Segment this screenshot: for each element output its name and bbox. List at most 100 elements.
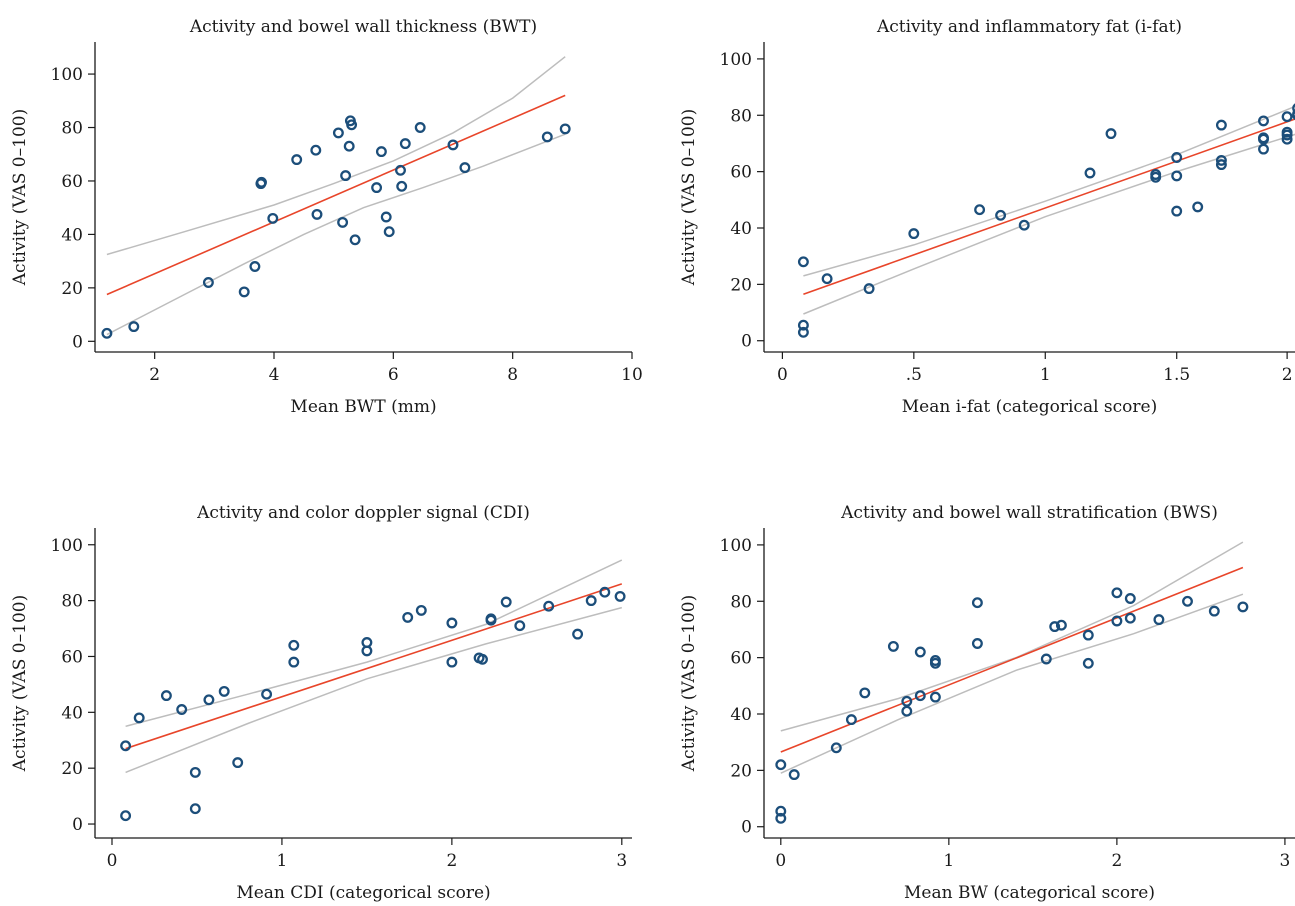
chart-title: Activity and bowel wall stratification (… bbox=[840, 503, 1218, 523]
data-point bbox=[1055, 619, 1067, 631]
x-tick-label: 1.5 bbox=[1163, 365, 1190, 385]
y-tick-label: 100 bbox=[720, 50, 752, 70]
x-tick-label: 2 bbox=[149, 365, 160, 385]
data-point bbox=[288, 639, 300, 651]
x-tick-label: 2 bbox=[446, 851, 457, 871]
ci-upper-line bbox=[803, 105, 1295, 277]
data-point bbox=[346, 119, 358, 131]
data-point bbox=[1040, 653, 1052, 665]
data-point bbox=[371, 182, 383, 194]
x-axis-label: Mean BWT (mm) bbox=[290, 397, 436, 417]
x-axis-label: Mean BW (categorical score) bbox=[904, 883, 1155, 903]
data-point bbox=[830, 742, 842, 754]
data-point bbox=[1171, 152, 1183, 163]
data-point bbox=[343, 140, 355, 152]
data-point bbox=[203, 694, 215, 706]
data-point bbox=[914, 646, 926, 658]
data-point bbox=[797, 319, 809, 331]
ci-upper-line bbox=[780, 541, 1244, 732]
data-point bbox=[1258, 133, 1269, 145]
data-point bbox=[559, 123, 571, 135]
data-point bbox=[477, 653, 488, 665]
y-tick-label: 80 bbox=[730, 592, 752, 612]
x-tick-label: 10 bbox=[621, 365, 643, 385]
y-tick-label: 0 bbox=[72, 815, 83, 835]
data-point bbox=[775, 805, 787, 817]
data-point bbox=[1258, 143, 1269, 155]
data-point bbox=[797, 256, 809, 268]
data-point bbox=[1105, 128, 1117, 140]
y-axis-label: Activity (VAS 0–100) bbox=[679, 595, 699, 772]
data-point bbox=[189, 803, 201, 815]
y-tick-label: 20 bbox=[730, 761, 752, 781]
data-point bbox=[176, 704, 188, 715]
data-point bbox=[1124, 612, 1136, 624]
y-tick-label: 60 bbox=[61, 172, 83, 192]
data-point bbox=[1215, 159, 1227, 171]
chart-title: Activity and color doppler signal (CDI) bbox=[196, 503, 530, 523]
data-point bbox=[447, 139, 459, 151]
data-point bbox=[261, 688, 273, 700]
y-tick-label: 100 bbox=[720, 536, 752, 556]
data-point bbox=[614, 590, 626, 602]
x-tick-label: .5 bbox=[906, 365, 922, 385]
data-point bbox=[1281, 133, 1293, 145]
x-tick-label: 2 bbox=[1282, 365, 1293, 385]
y-axis-label: Activity (VAS 0–100) bbox=[10, 109, 30, 286]
data-point bbox=[1082, 629, 1094, 641]
x-tick-label: 1 bbox=[943, 851, 954, 871]
panel-ifat: Activity and inflammatory fat (i-fat) 0 20… bbox=[679, 17, 1295, 417]
data-point bbox=[1150, 171, 1162, 183]
y-tick-label: 40 bbox=[730, 705, 752, 725]
data-point bbox=[1018, 219, 1030, 231]
data-point bbox=[1215, 119, 1227, 131]
data-point bbox=[395, 164, 406, 176]
y-tick-label: 100 bbox=[51, 536, 83, 556]
data-point bbox=[995, 209, 1007, 221]
data-point bbox=[1171, 205, 1183, 217]
y-tick-label: 20 bbox=[61, 279, 83, 299]
y-tick-label: 0 bbox=[741, 332, 752, 352]
x-tick-label: 3 bbox=[616, 851, 627, 871]
data-point bbox=[971, 597, 983, 609]
data-point bbox=[288, 656, 300, 668]
x-tick-label: 1 bbox=[1040, 365, 1051, 385]
data-point bbox=[485, 614, 497, 626]
data-point bbox=[267, 212, 279, 224]
y-tick-label: 60 bbox=[730, 163, 752, 183]
y-tick-label: 80 bbox=[61, 119, 83, 139]
data-point bbox=[1208, 605, 1220, 617]
data-point bbox=[887, 640, 899, 652]
data-point bbox=[541, 131, 553, 143]
data-point bbox=[1292, 103, 1295, 113]
data-point bbox=[1084, 167, 1096, 179]
data-point bbox=[249, 261, 261, 272]
y-tick-label: 80 bbox=[730, 106, 752, 126]
data-point bbox=[908, 228, 920, 240]
y-axis-label: Activity (VAS 0–100) bbox=[10, 595, 30, 772]
y-axis-label: Activity (VAS 0–100) bbox=[679, 109, 699, 286]
ci-lower-line bbox=[125, 606, 622, 774]
data-point bbox=[1111, 587, 1123, 599]
y-tick-label: 40 bbox=[730, 219, 752, 239]
data-point bbox=[310, 144, 322, 156]
panel-bws: Activity and bowel wall stratification (… bbox=[679, 503, 1295, 903]
chart-title: Activity and inflammatory fat (i-fat) bbox=[876, 17, 1182, 37]
data-point bbox=[914, 690, 926, 702]
data-point bbox=[101, 327, 113, 339]
data-point bbox=[396, 180, 408, 192]
y-tick-label: 40 bbox=[61, 225, 83, 245]
x-tick-label: 2 bbox=[1111, 851, 1122, 871]
y-tick-label: 20 bbox=[730, 275, 752, 295]
data-point bbox=[189, 766, 201, 778]
y-tick-label: 0 bbox=[741, 818, 752, 838]
data-point bbox=[1111, 615, 1123, 627]
data-point bbox=[202, 277, 214, 288]
data-point bbox=[1237, 601, 1249, 613]
y-tick-label: 60 bbox=[730, 649, 752, 669]
data-point bbox=[821, 273, 833, 285]
ci-upper-line bbox=[125, 559, 623, 728]
data-point bbox=[775, 759, 787, 771]
x-tick-label: 6 bbox=[388, 365, 399, 385]
y-tick-label: 20 bbox=[61, 759, 83, 779]
